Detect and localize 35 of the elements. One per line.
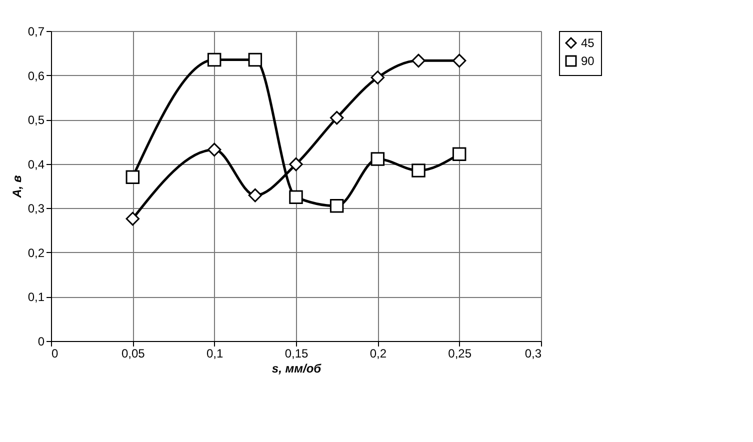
x-tick-label: 0	[52, 346, 58, 360]
point	[370, 152, 385, 166]
point	[412, 54, 426, 68]
x-axis-title: s, мм/об	[272, 362, 322, 376]
y-tick-label: 0,6	[28, 68, 45, 83]
x-tick-label: 0,15	[284, 346, 308, 360]
point	[126, 170, 140, 184]
point	[248, 188, 262, 202]
point	[289, 190, 303, 204]
y-tick-label: 0	[38, 334, 45, 348]
legend-label: 45	[581, 36, 595, 50]
point	[452, 54, 466, 68]
y-tick-label: 0,2	[28, 246, 45, 260]
point	[452, 147, 466, 161]
point	[248, 52, 262, 67]
y-axis-title: A, в	[10, 175, 24, 199]
x-tick-label: 0,3	[524, 346, 542, 360]
point	[412, 164, 426, 178]
x-tick-label: 0,2	[370, 346, 387, 360]
y-tick-label: 0,3	[28, 202, 45, 216]
point	[207, 52, 222, 67]
x-tick-label: 0,05	[121, 346, 146, 360]
legend-label: 90	[581, 54, 595, 68]
point	[370, 70, 385, 84]
y-tick-label: 0,4	[28, 157, 45, 172]
y-tick-label: 0,7	[28, 24, 45, 38]
point	[126, 212, 140, 226]
point	[330, 199, 344, 213]
y-tick-label: 0,5	[28, 113, 45, 128]
x-tick-label: 0,25	[448, 346, 472, 360]
x-tick-label: 0,1	[206, 346, 224, 360]
y-tick-label: 0,1	[28, 290, 45, 304]
point	[289, 157, 303, 172]
point	[330, 110, 344, 125]
point	[207, 142, 222, 157]
